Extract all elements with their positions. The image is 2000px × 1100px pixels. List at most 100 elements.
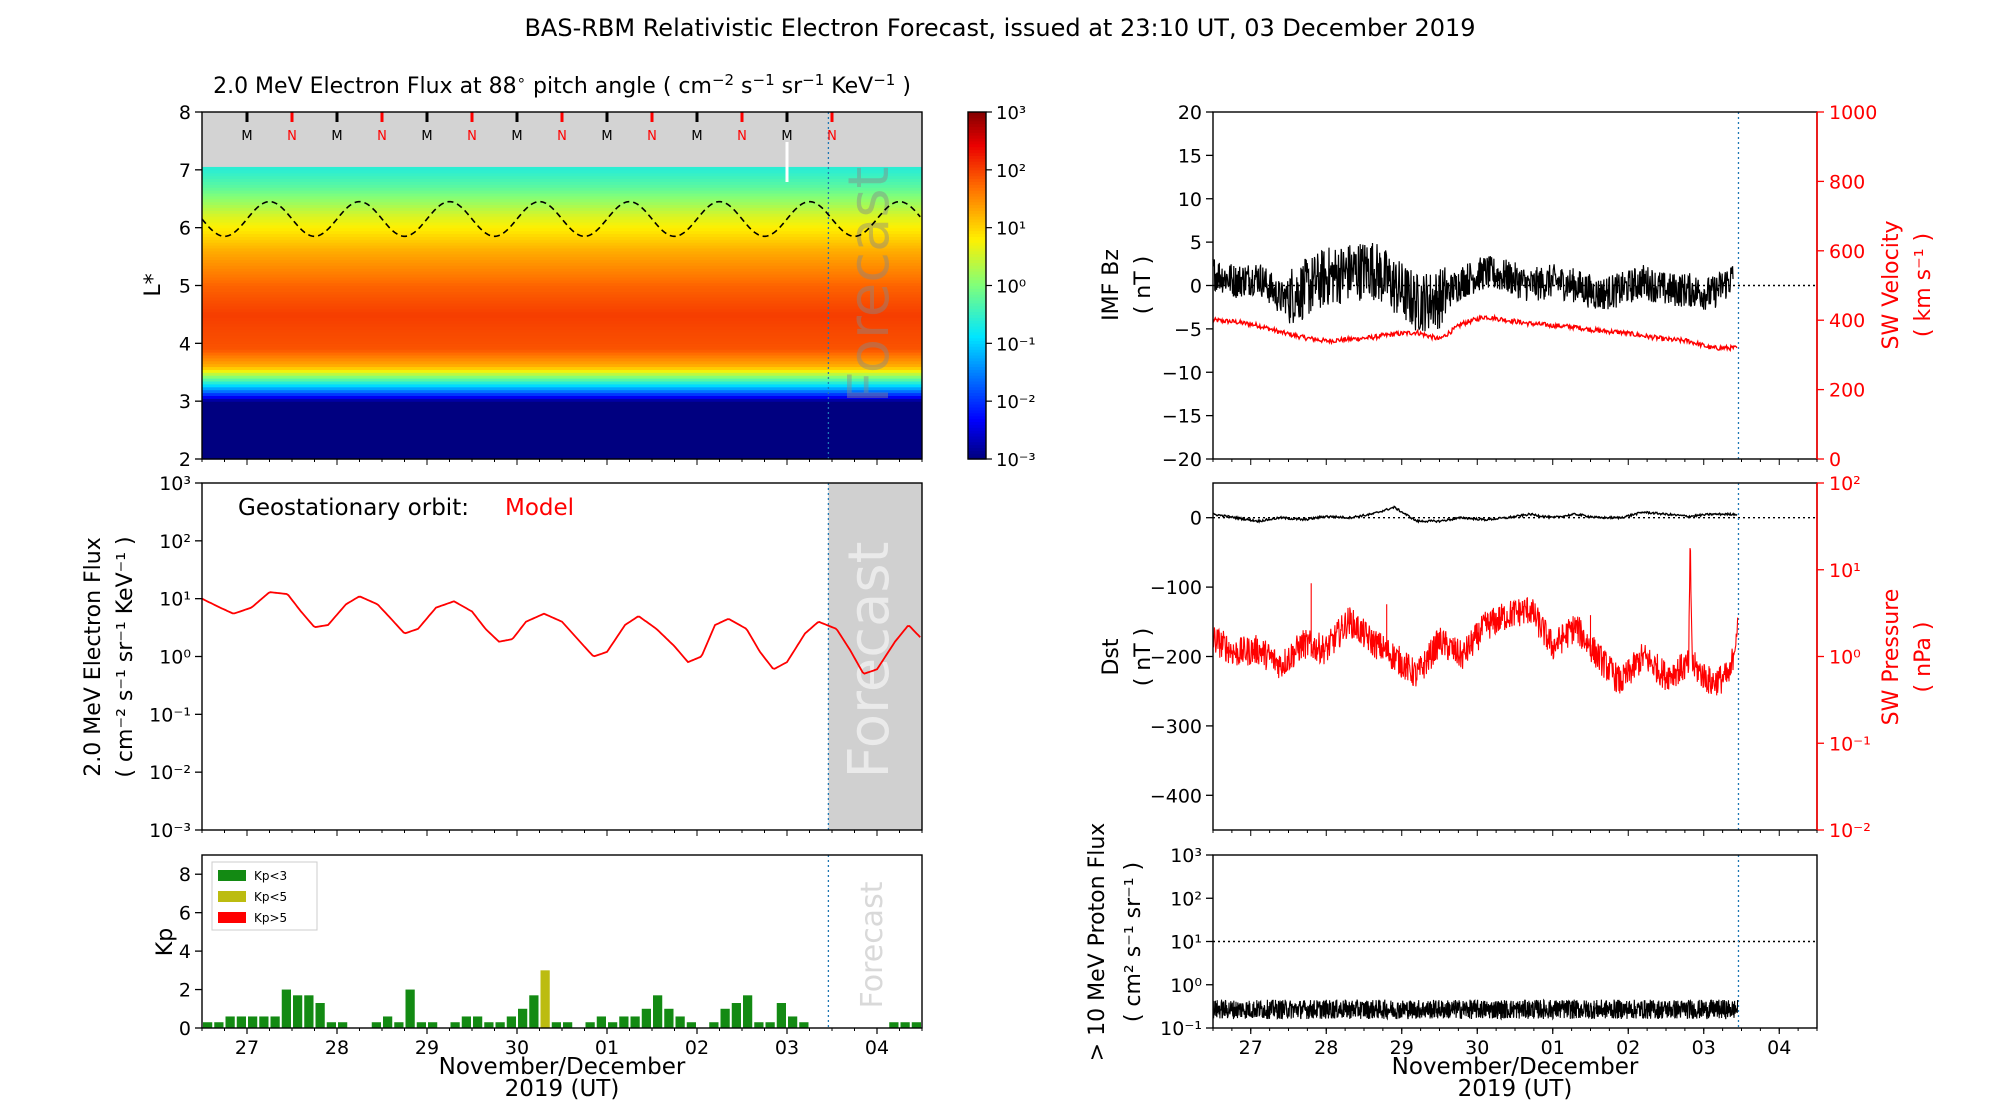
spectrogram-band	[202, 430, 922, 434]
colorbar-segment	[968, 216, 986, 220]
spectrogram-band	[202, 363, 922, 368]
spectrogram-ytick-label: 3	[179, 391, 191, 413]
geo-flux-ylabel-units: ( cm⁻² s⁻¹ sr⁻¹ KeV⁻¹ )	[113, 536, 138, 777]
spectrogram-band	[202, 175, 922, 180]
colorbar-segment	[968, 126, 986, 130]
kp-bar	[225, 1016, 235, 1028]
colorbar-tick-label: 10⁻¹	[996, 334, 1036, 355]
kp-bar	[416, 1022, 426, 1028]
colorbar-segment	[968, 430, 986, 434]
proton-ytick-label: 10⁻¹	[1160, 1018, 1202, 1040]
colorbar-segment	[968, 406, 986, 411]
kp-legend-label: Kp<3	[254, 869, 287, 883]
kp-bar	[394, 1022, 404, 1028]
colorbar-tick-label: 10³	[996, 103, 1026, 124]
kp-bar	[743, 995, 753, 1028]
kp-bar	[776, 1003, 786, 1028]
spectrogram-band	[202, 456, 922, 460]
colorbar-segment	[968, 409, 986, 414]
kp-bar	[518, 1008, 528, 1028]
colorbar-segment	[968, 204, 986, 209]
kp-bar	[900, 1022, 910, 1028]
spectrogram-band	[202, 299, 922, 304]
colorbar-segment	[968, 302, 986, 307]
colorbar-segment	[968, 114, 986, 119]
dst-ytick-label: −200	[1150, 647, 1202, 669]
colorbar-segment	[968, 424, 986, 428]
colorbar-segment	[968, 166, 986, 171]
spectrogram-band	[202, 311, 922, 316]
spectrogram-band	[202, 378, 922, 382]
spectrogram-band	[202, 352, 922, 356]
colorbar-segment	[968, 169, 986, 174]
spectrogram-band	[202, 268, 922, 272]
geo-flux-ytick-label: 10⁻²	[149, 762, 191, 784]
colorbar-segment	[968, 213, 986, 217]
colorbar-segment	[968, 227, 986, 232]
kp-bar	[765, 1022, 775, 1028]
spectrogram-band	[202, 453, 922, 457]
colorbar-segment	[968, 276, 986, 281]
imf-ylabel: IMF Bz	[1099, 249, 1124, 321]
spectrogram-band	[202, 190, 922, 194]
kp-bar	[495, 1022, 505, 1028]
colorbar-segment	[968, 112, 986, 116]
kp-xtick-label: 27	[235, 1037, 259, 1059]
colorbar-segment	[968, 282, 986, 287]
colorbar-segment	[968, 363, 986, 368]
colorbar-segment	[968, 268, 986, 272]
imf-bz-line	[1212, 242, 1734, 332]
spectrogram-band	[202, 438, 922, 443]
geostationary-lstar-line	[201, 200, 921, 238]
spectrogram-band	[202, 195, 922, 200]
spectrogram-band	[202, 424, 922, 428]
kp-bar	[484, 1022, 494, 1028]
kp-bar	[551, 1022, 561, 1028]
kp-xtick-label: 30	[505, 1037, 529, 1059]
spectrogram-band	[202, 242, 922, 246]
spectrogram-band	[202, 415, 922, 420]
spectrogram-band	[202, 314, 922, 318]
kp-bar	[338, 1022, 348, 1028]
imf-right-ytick-label: 1000	[1829, 102, 1877, 124]
mlt-marker-label: N	[737, 129, 747, 144]
geo-flux-ylabel: 2.0 MeV Electron Flux	[81, 537, 106, 777]
proton-ylabel: > 10 MeV Proton Flux	[1085, 823, 1110, 1062]
kp-ylabel: Kp	[153, 928, 178, 956]
spectrogram-band	[202, 169, 922, 174]
spectrogram-band	[202, 213, 922, 217]
spectrogram-band	[202, 412, 922, 417]
colorbar-segment	[968, 320, 986, 324]
geo-flux-ytick-label: 10²	[159, 531, 191, 553]
spectrogram-band	[202, 343, 922, 347]
colorbar-segment	[968, 143, 986, 148]
spectrogram-band	[202, 204, 922, 209]
spectrogram-band	[202, 331, 922, 336]
spectrogram-band	[202, 383, 922, 388]
colorbar-segment	[968, 181, 986, 185]
kp-bar	[585, 1022, 595, 1028]
colorbar-segment	[968, 149, 986, 154]
spectrogram-band	[202, 221, 922, 226]
imf-left-ytick-label: 10	[1178, 189, 1202, 211]
spectrogram-band	[202, 236, 922, 240]
kp-bar	[596, 1016, 606, 1028]
colorbar-segment	[968, 210, 986, 214]
colorbar-segment	[968, 404, 986, 408]
imf-left-ytick-label: −20	[1162, 449, 1202, 471]
colorbar-segment	[968, 334, 986, 339]
kp-bar	[405, 989, 415, 1028]
spectrogram-band	[202, 441, 922, 446]
spectrogram-band	[202, 404, 922, 408]
dst-line	[1212, 505, 1738, 524]
kp-bar	[754, 1022, 764, 1028]
imf-left-ytick-label: −5	[1174, 319, 1202, 341]
kp-xtick-label: 29	[415, 1037, 439, 1059]
spectrogram-band	[202, 233, 922, 237]
colorbar-segment	[968, 456, 986, 460]
colorbar-segment	[968, 340, 986, 344]
colorbar-segment	[968, 441, 986, 446]
proton-ytick-label: 10²	[1170, 888, 1202, 910]
spectrogram-band	[202, 181, 922, 185]
kp-bar	[248, 1016, 258, 1028]
